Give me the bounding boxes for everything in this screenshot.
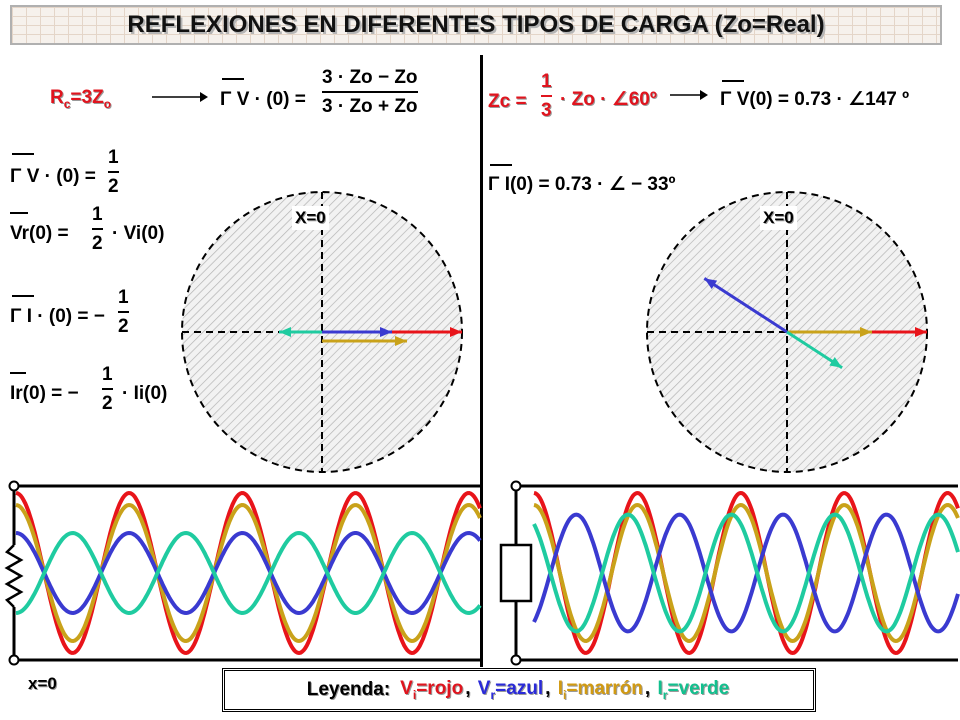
impedance-load-icon [499,543,533,603]
phasor-v-reflected [703,277,788,334]
overline [222,78,244,80]
left-transmission-line [4,480,482,666]
legend-prefix: Leyenda: [306,679,391,700]
title-banner: REFLEXIONES EN DIFERENTES TIPOS DE CARGA… [10,5,942,45]
left-phasor-diagram [181,191,463,473]
phasor-i-incident [322,336,407,346]
gamma-v-formula-fraction: 3 · Zo − Zo 3 · Zo + Zo [322,67,418,117]
overline [10,212,28,214]
phasor-i-incident [787,327,872,337]
wave-i-reflected [532,512,960,634]
legend-item: Ir=verde [657,678,730,702]
legend-item: Ii=marrón [557,678,643,702]
gamma-i-lhs: Γ I · (0) = − [10,306,105,327]
wave-i-incident [15,502,482,644]
gamma-i-result: Γ I(0) = 0.73 · ∠ − 33º [488,174,676,195]
zc-rhs: · Zo · ∠60º [560,89,657,110]
load-label: Rc=3Zo [50,87,112,111]
overline [10,372,26,374]
gamma-v-formula-lhs: Γ V · (0) = [220,89,306,110]
left-phasor-label: X=0 [292,206,329,230]
gamma-v-value-lhs: Γ V · (0) = [10,166,96,187]
arrow-icon [670,90,708,100]
gamma-v-result: Γ V(0) = 0.73 · ∠147 º [720,89,910,110]
phasor-i-reflected [786,330,843,370]
arrow-icon [152,92,208,102]
right-transmission-line [499,480,960,666]
legend: Leyenda: Vi=rojo, Vr=azul, Ii=marrón, Ir… [222,668,816,712]
overline [12,153,34,155]
phasor-v-reflected [322,327,392,337]
wave-i-reflected [15,530,482,616]
center-divider [480,55,483,667]
wave-v-reflected [532,512,960,634]
legend-item: Vi=rojo [400,678,464,702]
overline [12,295,34,297]
vr-rhs: · Vi(0) [112,223,165,244]
legend-item: Vr=azul [477,678,544,702]
overline [490,164,512,166]
terminal-icon [510,480,522,492]
position-label: x=0 [28,674,57,693]
ir-lhs: Ir(0) = − [10,383,79,404]
terminal-icon [510,654,522,666]
wave-v-reflected [15,530,482,616]
zc-lhs: Zc = [488,91,527,112]
vr-lhs: Vr(0) = [10,223,69,244]
right-phasor-label: X=0 [760,206,797,230]
legend-items: Vi=rojo, Vr=azul, Ii=marrón, Ir=verde [400,678,730,702]
terminal-icon [8,480,20,492]
page-title: REFLEXIONES EN DIFERENTES TIPOS DE CARGA… [127,11,825,38]
resistor-icon [4,544,24,608]
right-phasor-diagram [646,191,928,473]
phasor-i-reflected [279,327,322,337]
ir-rhs: · Ii(0) [122,383,168,404]
terminal-icon [8,654,20,666]
overline [722,80,744,82]
